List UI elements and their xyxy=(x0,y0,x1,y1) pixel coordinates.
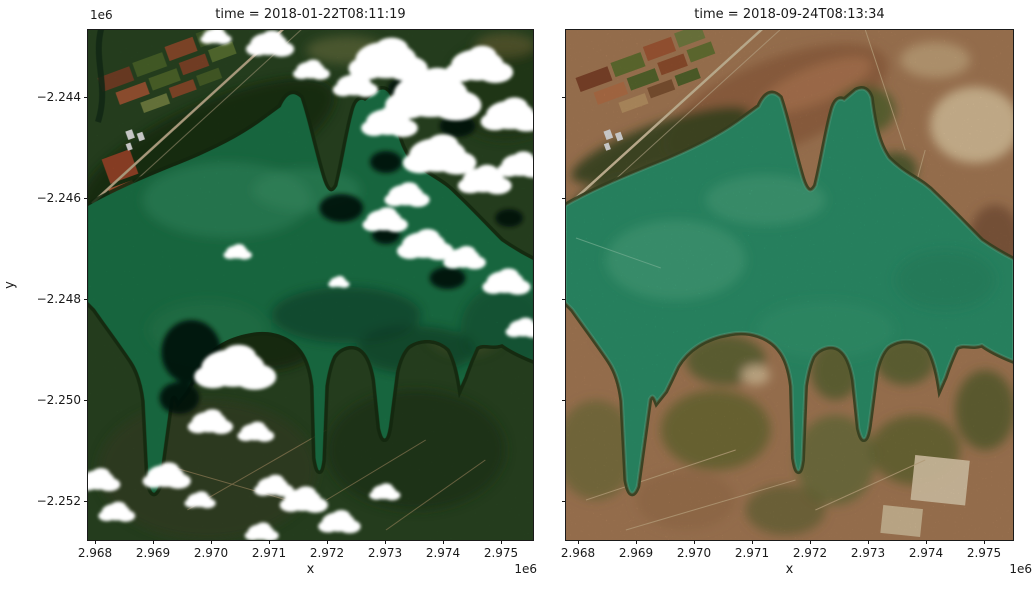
x-tick-mark xyxy=(501,540,502,544)
satellite-image-2018-01-22 xyxy=(88,30,533,540)
x-tick-label: 2.973 xyxy=(367,546,403,560)
x-tick-label: 2.974 xyxy=(425,546,461,560)
y-tick-mark xyxy=(562,299,566,300)
x-tick-mark xyxy=(636,540,637,544)
panel-left-x-axis-label: x xyxy=(306,562,315,577)
x-tick-mark xyxy=(327,540,328,544)
x-tick-label: 2.968 xyxy=(77,546,113,560)
x-tick-label: 2.970 xyxy=(676,546,712,560)
panel-left-axes xyxy=(87,29,534,541)
panel-left-title: time = 2018-01-22T08:11:19 xyxy=(215,7,406,22)
x-tick-mark xyxy=(694,540,695,544)
y-axis-label: y xyxy=(2,281,18,289)
x-tick-mark xyxy=(752,540,753,544)
y-tick-label: −2.248 xyxy=(36,292,81,306)
satellite-image-2018-09-24 xyxy=(566,30,1013,540)
y-tick-label: −2.244 xyxy=(36,90,81,104)
x-tick-label: 2.969 xyxy=(135,546,171,560)
x-tick-mark xyxy=(984,540,985,544)
y-tick-label: −2.252 xyxy=(36,494,81,508)
x-tick-mark xyxy=(269,540,270,544)
x-tick-label: 2.975 xyxy=(966,546,1002,560)
x-tick-mark xyxy=(578,540,579,544)
x-tick-label: 2.975 xyxy=(483,546,519,560)
x-tick-mark xyxy=(211,540,212,544)
grain-right xyxy=(566,30,1013,540)
y-tick-mark xyxy=(562,501,566,502)
y-tick-mark xyxy=(84,299,88,300)
x-tick-label: 2.969 xyxy=(618,546,654,560)
y-tick-mark xyxy=(84,198,88,199)
y-tick-mark xyxy=(562,400,566,401)
y-tick-mark xyxy=(84,97,88,98)
y-tick-label: −2.250 xyxy=(36,393,81,407)
panel-left-x-offset-label: 1e6 xyxy=(514,562,537,576)
y-tick-mark xyxy=(562,198,566,199)
x-tick-mark xyxy=(385,540,386,544)
y-tick-mark xyxy=(562,97,566,98)
x-tick-mark xyxy=(153,540,154,544)
x-tick-label: 2.973 xyxy=(850,546,886,560)
x-tick-label: 2.972 xyxy=(792,546,828,560)
x-tick-label: 2.968 xyxy=(560,546,596,560)
y-tick-mark xyxy=(84,400,88,401)
x-tick-label: 2.971 xyxy=(251,546,287,560)
x-tick-mark xyxy=(443,540,444,544)
x-tick-label: 2.970 xyxy=(193,546,229,560)
panel-right-x-axis-label: x xyxy=(785,562,794,577)
x-tick-mark xyxy=(868,540,869,544)
y-tick-mark xyxy=(84,501,88,502)
x-tick-label: 2.974 xyxy=(908,546,944,560)
y-tick-label: −2.246 xyxy=(36,191,81,205)
panel-right-title: time = 2018-09-24T08:13:34 xyxy=(694,7,885,22)
x-tick-mark xyxy=(926,540,927,544)
x-tick-label: 2.972 xyxy=(309,546,345,560)
y-axis-offset-label: 1e6 xyxy=(90,8,113,22)
x-tick-mark xyxy=(810,540,811,544)
x-tick-mark xyxy=(95,540,96,544)
panel-right-x-offset-label: 1e6 xyxy=(1009,562,1032,576)
panel-right-axes xyxy=(565,29,1014,541)
x-tick-label: 2.971 xyxy=(734,546,770,560)
